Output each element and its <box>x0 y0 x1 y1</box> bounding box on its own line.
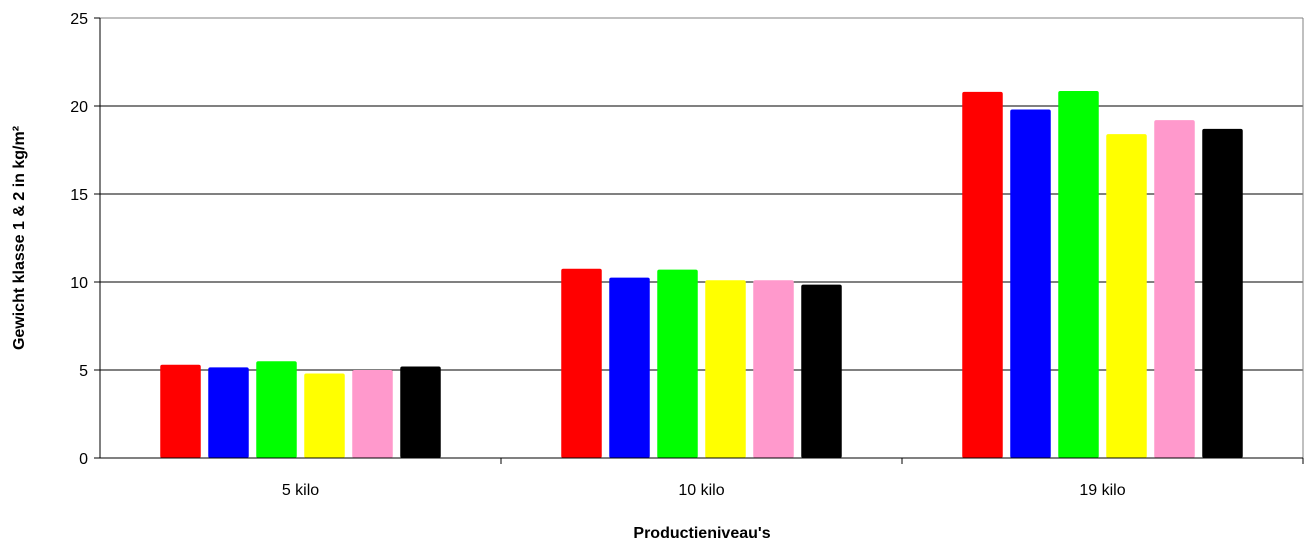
bar <box>160 364 201 458</box>
y-tick-label: 0 <box>79 451 88 468</box>
bar <box>801 284 842 458</box>
bar <box>609 277 650 458</box>
bars <box>160 91 1243 459</box>
y-tick-label: 15 <box>70 187 88 204</box>
axes <box>94 17 1304 464</box>
bar <box>256 361 297 458</box>
x-tick-label: 10 kilo <box>678 482 724 499</box>
bar <box>400 366 441 458</box>
x-tick-label: 19 kilo <box>1079 482 1125 499</box>
x-tick-label: 5 kilo <box>282 482 319 499</box>
bar <box>1202 128 1243 458</box>
bar <box>304 373 345 458</box>
x-axis-title: Productieniveau's <box>633 525 770 542</box>
bar <box>657 269 698 458</box>
y-axis-title: Gewicht klasse 1 & 2 in kg/m² <box>11 126 28 350</box>
bar <box>962 91 1003 459</box>
y-tick-label: 10 <box>70 275 88 292</box>
bar <box>561 268 602 458</box>
bar <box>1010 109 1051 459</box>
bar <box>208 367 249 458</box>
y-tick-label: 25 <box>70 11 88 28</box>
bar <box>753 280 794 458</box>
tick-labels: 0 5 10 15 20 25 5 kilo 10 kilo 19 kilo <box>70 11 1126 499</box>
y-tick-label: 20 <box>70 99 88 116</box>
y-tick-label: 5 <box>79 363 88 380</box>
bar <box>705 280 746 458</box>
bar <box>1058 91 1099 458</box>
bar <box>1154 120 1195 458</box>
bar <box>1106 134 1147 458</box>
bar <box>352 370 393 458</box>
